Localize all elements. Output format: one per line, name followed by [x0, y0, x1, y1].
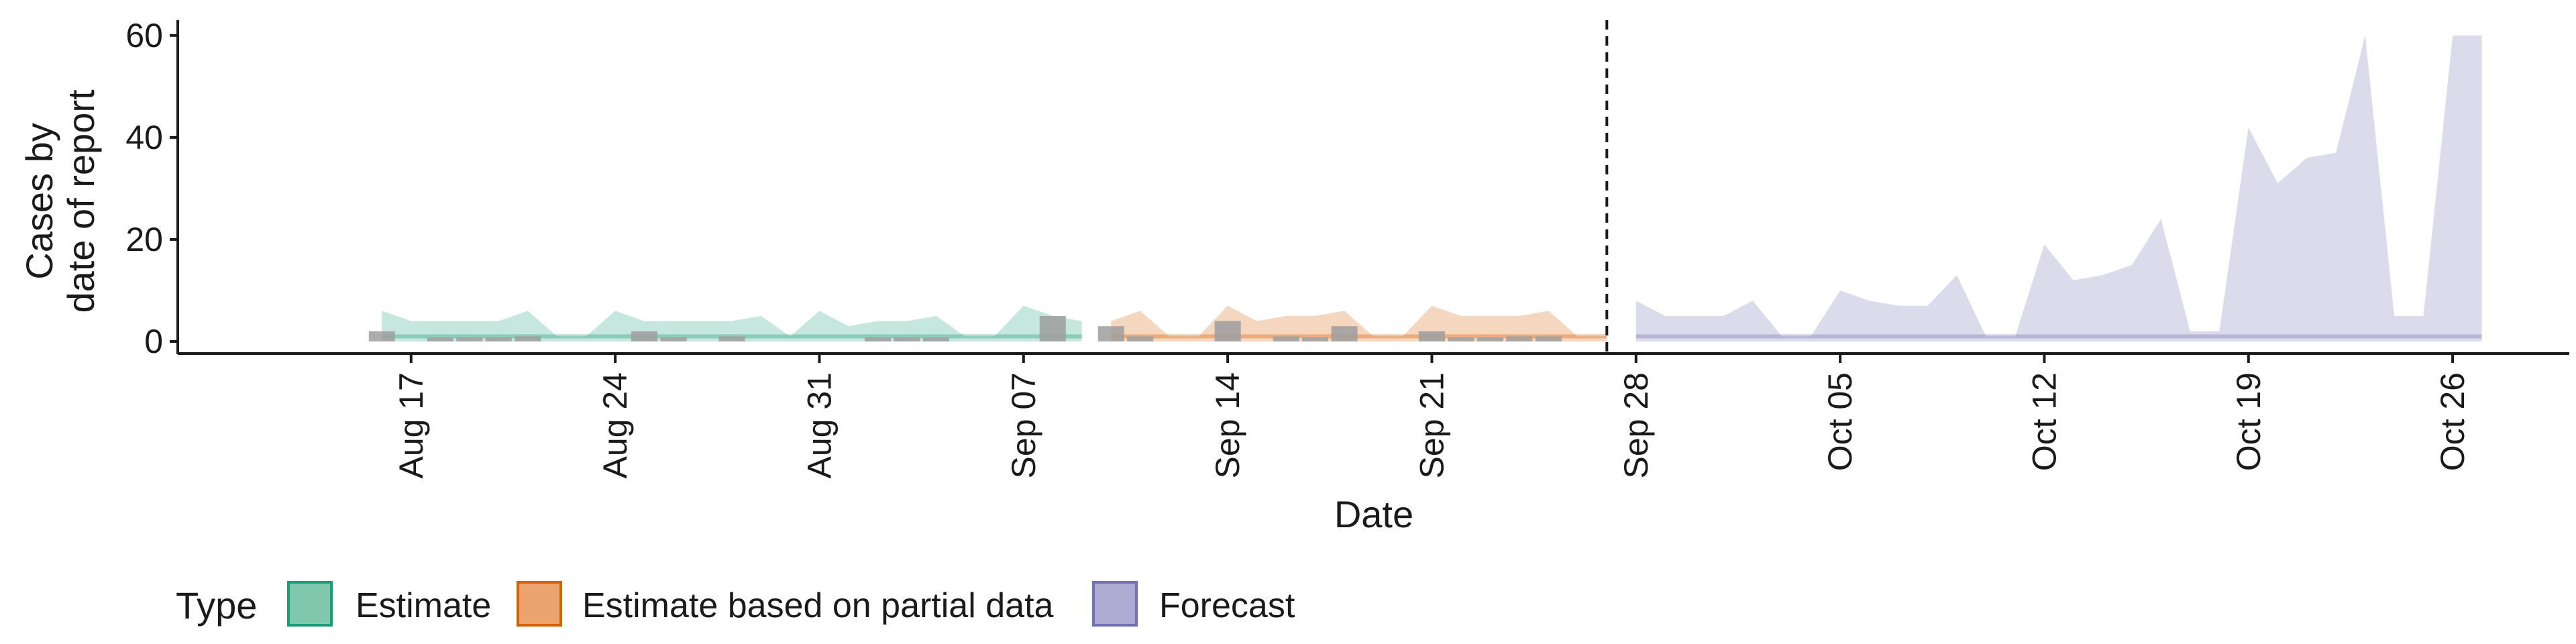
ribbon-estimate: [382, 305, 1082, 341]
x-tick-label-3: Aug 31: [801, 372, 839, 478]
ribbon-layer: [382, 35, 2482, 342]
legend-label-forecast: Forecast: [1159, 586, 1295, 625]
legend-title: Type: [176, 584, 257, 627]
ribbon-forecast: [1635, 35, 2482, 342]
x-tick-label-1: Aug 17: [392, 372, 430, 478]
reported-bar-10: [894, 337, 920, 341]
y-axis-title-line-1: Cases by: [18, 123, 60, 279]
reported-bar-7: [660, 337, 687, 341]
reported-bar-19: [1418, 331, 1445, 341]
y-axis: 0 20 40 60 Cases by date of report: [18, 17, 179, 360]
legend-item-estimate: Estimate: [287, 581, 491, 627]
reported-bar-18: [1331, 326, 1358, 341]
reported-bar-9: [864, 337, 891, 341]
reported-cases-layer: [368, 316, 1562, 341]
reported-bar-5: [515, 336, 541, 341]
reported-bar-22: [1506, 336, 1533, 341]
reported-bar-14: [1127, 336, 1154, 341]
reported-bar-20: [1448, 337, 1474, 341]
legend-swatch-partial: [517, 581, 562, 627]
x-axis-title: Date: [1334, 493, 1413, 535]
reported-bar-13: [1097, 326, 1124, 341]
reported-bar-12: [1039, 316, 1066, 341]
reported-bar-1: [368, 331, 395, 341]
reported-bar-11: [922, 337, 949, 341]
y-tick-label-40: 40: [125, 119, 163, 156]
legend-label-estimate: Estimate: [356, 586, 491, 625]
x-tick-label-4: Sep 07: [1005, 372, 1042, 478]
legend-swatch-estimate: [287, 581, 333, 627]
legend-item-forecast: Forecast: [1092, 581, 1295, 627]
x-tick-label-5: Sep 14: [1209, 372, 1246, 478]
x-tick-label-2: Aug 24: [596, 372, 634, 478]
reported-bar-3: [456, 337, 483, 341]
legend-item-partial: Estimate based on partial data: [517, 581, 1054, 627]
x-tick-label-11: Oct 26: [2434, 372, 2471, 471]
legend-label-partial: Estimate based on partial data: [582, 586, 1054, 625]
reported-bar-23: [1535, 336, 1562, 341]
plot-area: [368, 20, 2482, 354]
x-tick-label-6: Sep 21: [1413, 372, 1451, 478]
reported-bar-21: [1477, 337, 1503, 341]
y-ticks: 0 20 40 60: [125, 17, 178, 360]
y-tick-label-20: 20: [125, 221, 163, 258]
reported-bar-2: [427, 337, 453, 341]
legend-swatch-forecast: [1092, 581, 1138, 627]
x-ticks: Aug 17 Aug 24 Aug 31 Sep 07 Sep 14 Sep 21 Sep …: [392, 354, 2471, 478]
x-tick-label-7: Sep 28: [1617, 372, 1655, 478]
reported-bar-6: [631, 331, 658, 341]
y-tick-label-60: 60: [125, 17, 163, 54]
reported-bar-16: [1273, 336, 1299, 341]
reported-bar-17: [1302, 337, 1329, 341]
reported-bar-15: [1214, 321, 1241, 341]
x-tick-label-9: Oct 12: [2025, 372, 2063, 471]
legend: Type Estimate Estimate based on partial …: [176, 581, 1295, 627]
x-axis: Aug 17 Aug 24 Aug 31 Sep 07 Sep 14 Sep 21 Sep …: [178, 352, 2569, 535]
y-axis-title-line-2: date of report: [60, 89, 102, 313]
x-tick-label-8: Oct 05: [1821, 372, 1859, 471]
reported-bar-8: [718, 336, 745, 341]
reported-bar-4: [485, 337, 512, 341]
y-tick-label-0: 0: [144, 323, 163, 360]
x-tick-label-10: Oct 19: [2230, 372, 2267, 471]
